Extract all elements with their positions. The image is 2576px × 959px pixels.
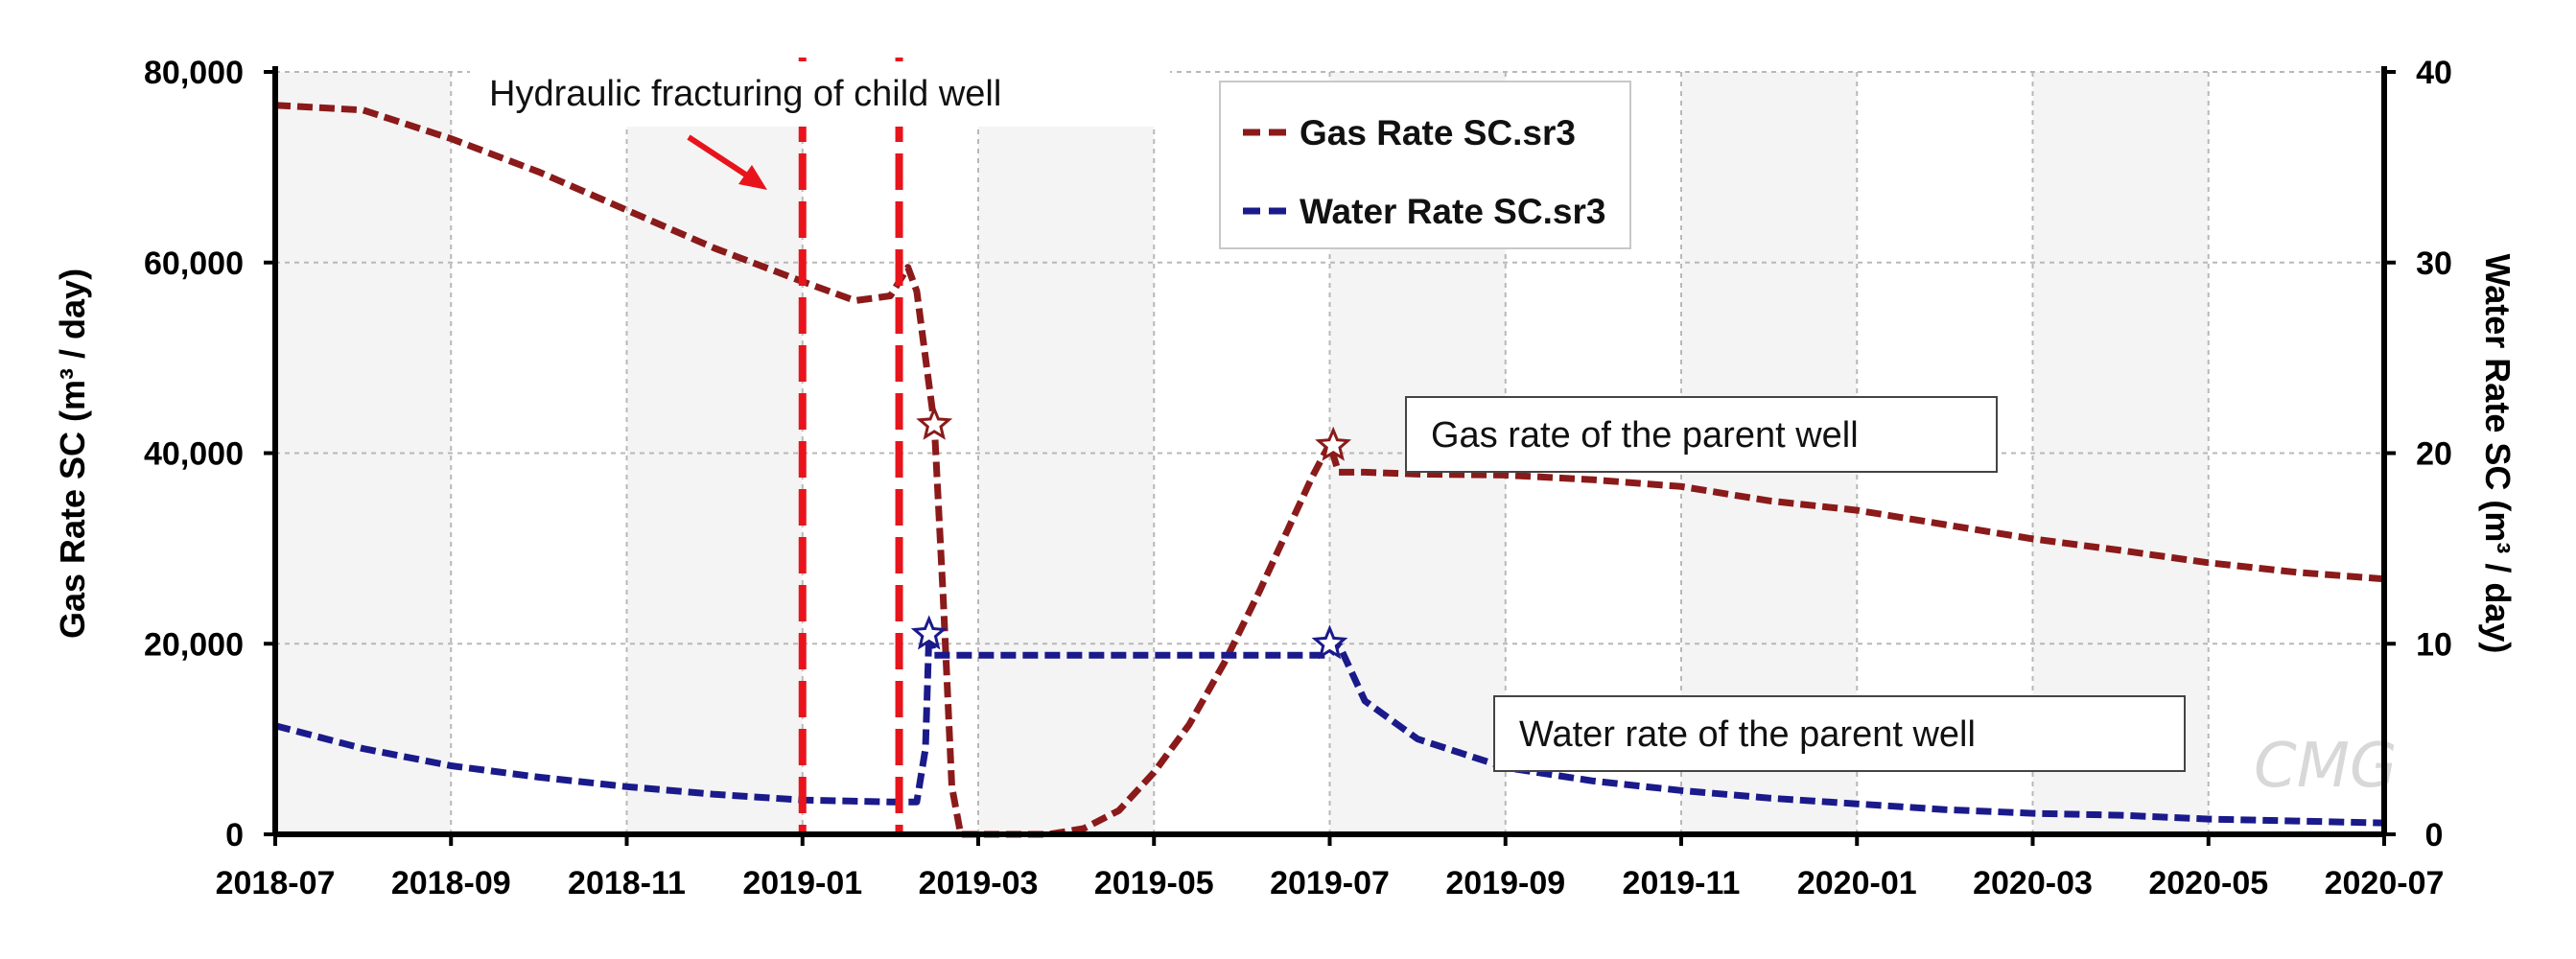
plot-band xyxy=(626,72,803,834)
x-tick-labels: 2018-07 2018-09 2018-11 2019-01 2019-03 2019-… xyxy=(216,865,2445,901)
x-tick-label: 2019-07 xyxy=(1270,865,1390,901)
y-left-tick-label: 60,000 xyxy=(144,246,244,282)
legend-gas-label: Gas Rate SC.sr3 xyxy=(1300,113,1576,152)
watermark-logo: CMG xyxy=(2254,731,2398,802)
gas-parent-annotation: Gas rate of the parent well xyxy=(1405,396,1998,473)
x-tick-label: 2020-01 xyxy=(1797,865,1917,901)
y-right-tick-labels: 0 10 20 30 40 xyxy=(2416,55,2452,854)
fracturing-label-bg xyxy=(470,61,1170,127)
y-right-tick-label: 10 xyxy=(2416,626,2452,663)
x-tick-label: 2019-05 xyxy=(1094,865,1214,901)
gas-parent-label-box xyxy=(1405,396,1998,473)
star-marker xyxy=(1311,624,1348,660)
fracturing-arrow-shaft xyxy=(687,134,755,182)
fracturing-annotation: Hydraulic fracturing of child well xyxy=(470,61,1170,190)
y-left-tick-label: 0 xyxy=(225,817,244,854)
fracturing-label: Hydraulic fracturing of child well xyxy=(489,74,1001,114)
x-tick-label: 2018-11 xyxy=(568,865,686,901)
water-parent-label: Water rate of the parent well xyxy=(1519,714,1976,755)
y-right-tick-label: 0 xyxy=(2425,817,2444,854)
axes-frame xyxy=(264,66,2396,846)
y-left-tick-labels: 0 20,000 40,000 60,000 80,000 xyxy=(144,55,244,854)
event-lines xyxy=(798,58,903,834)
star-marker xyxy=(910,615,948,650)
y-left-tick-label: 20,000 xyxy=(144,626,244,663)
gas-rate-line xyxy=(274,102,2385,838)
gas-parent-label: Gas rate of the parent well xyxy=(1431,415,1859,456)
y-right-tick-label: 30 xyxy=(2416,246,2452,282)
fracturing-arrow-head xyxy=(738,165,767,190)
legend: Gas Rate SC.sr3 Water Rate SC.sr3 xyxy=(1219,81,1631,249)
x-tick-label: 2020-05 xyxy=(2148,865,2268,901)
y-left-tick-label: 40,000 xyxy=(144,436,244,473)
y-right-tick-label: 20 xyxy=(2416,436,2452,473)
y-left-axis-title: Gas Rate SC (m³ / day) xyxy=(53,269,92,639)
water-parent-annotation: Water rate of the parent well xyxy=(1493,695,2186,772)
y-right-tick-label: 40 xyxy=(2416,55,2452,91)
x-tick-label: 2019-09 xyxy=(1445,865,1565,901)
star-marker xyxy=(916,405,953,440)
star-marker xyxy=(1315,426,1352,461)
y-left-tick-label: 80,000 xyxy=(144,55,244,91)
legend-box xyxy=(1219,81,1631,249)
x-tick-label: 2020-07 xyxy=(2325,865,2445,901)
legend-water-label: Water Rate SC.sr3 xyxy=(1300,192,1605,231)
y-right-axis-title: Water Rate SC (m³ / day) xyxy=(2478,254,2517,654)
x-tick-label: 2018-07 xyxy=(216,865,336,901)
x-tick-label: 2018-09 xyxy=(391,865,511,901)
x-tick-label: 2019-03 xyxy=(919,865,1039,901)
water-parent-label-box xyxy=(1493,695,2186,772)
markers-layer xyxy=(910,405,1352,660)
x-tick-label: 2019-01 xyxy=(742,865,862,901)
x-tick-label: 2019-11 xyxy=(1623,865,1741,901)
x-tick-label: 2020-03 xyxy=(1973,865,2093,901)
